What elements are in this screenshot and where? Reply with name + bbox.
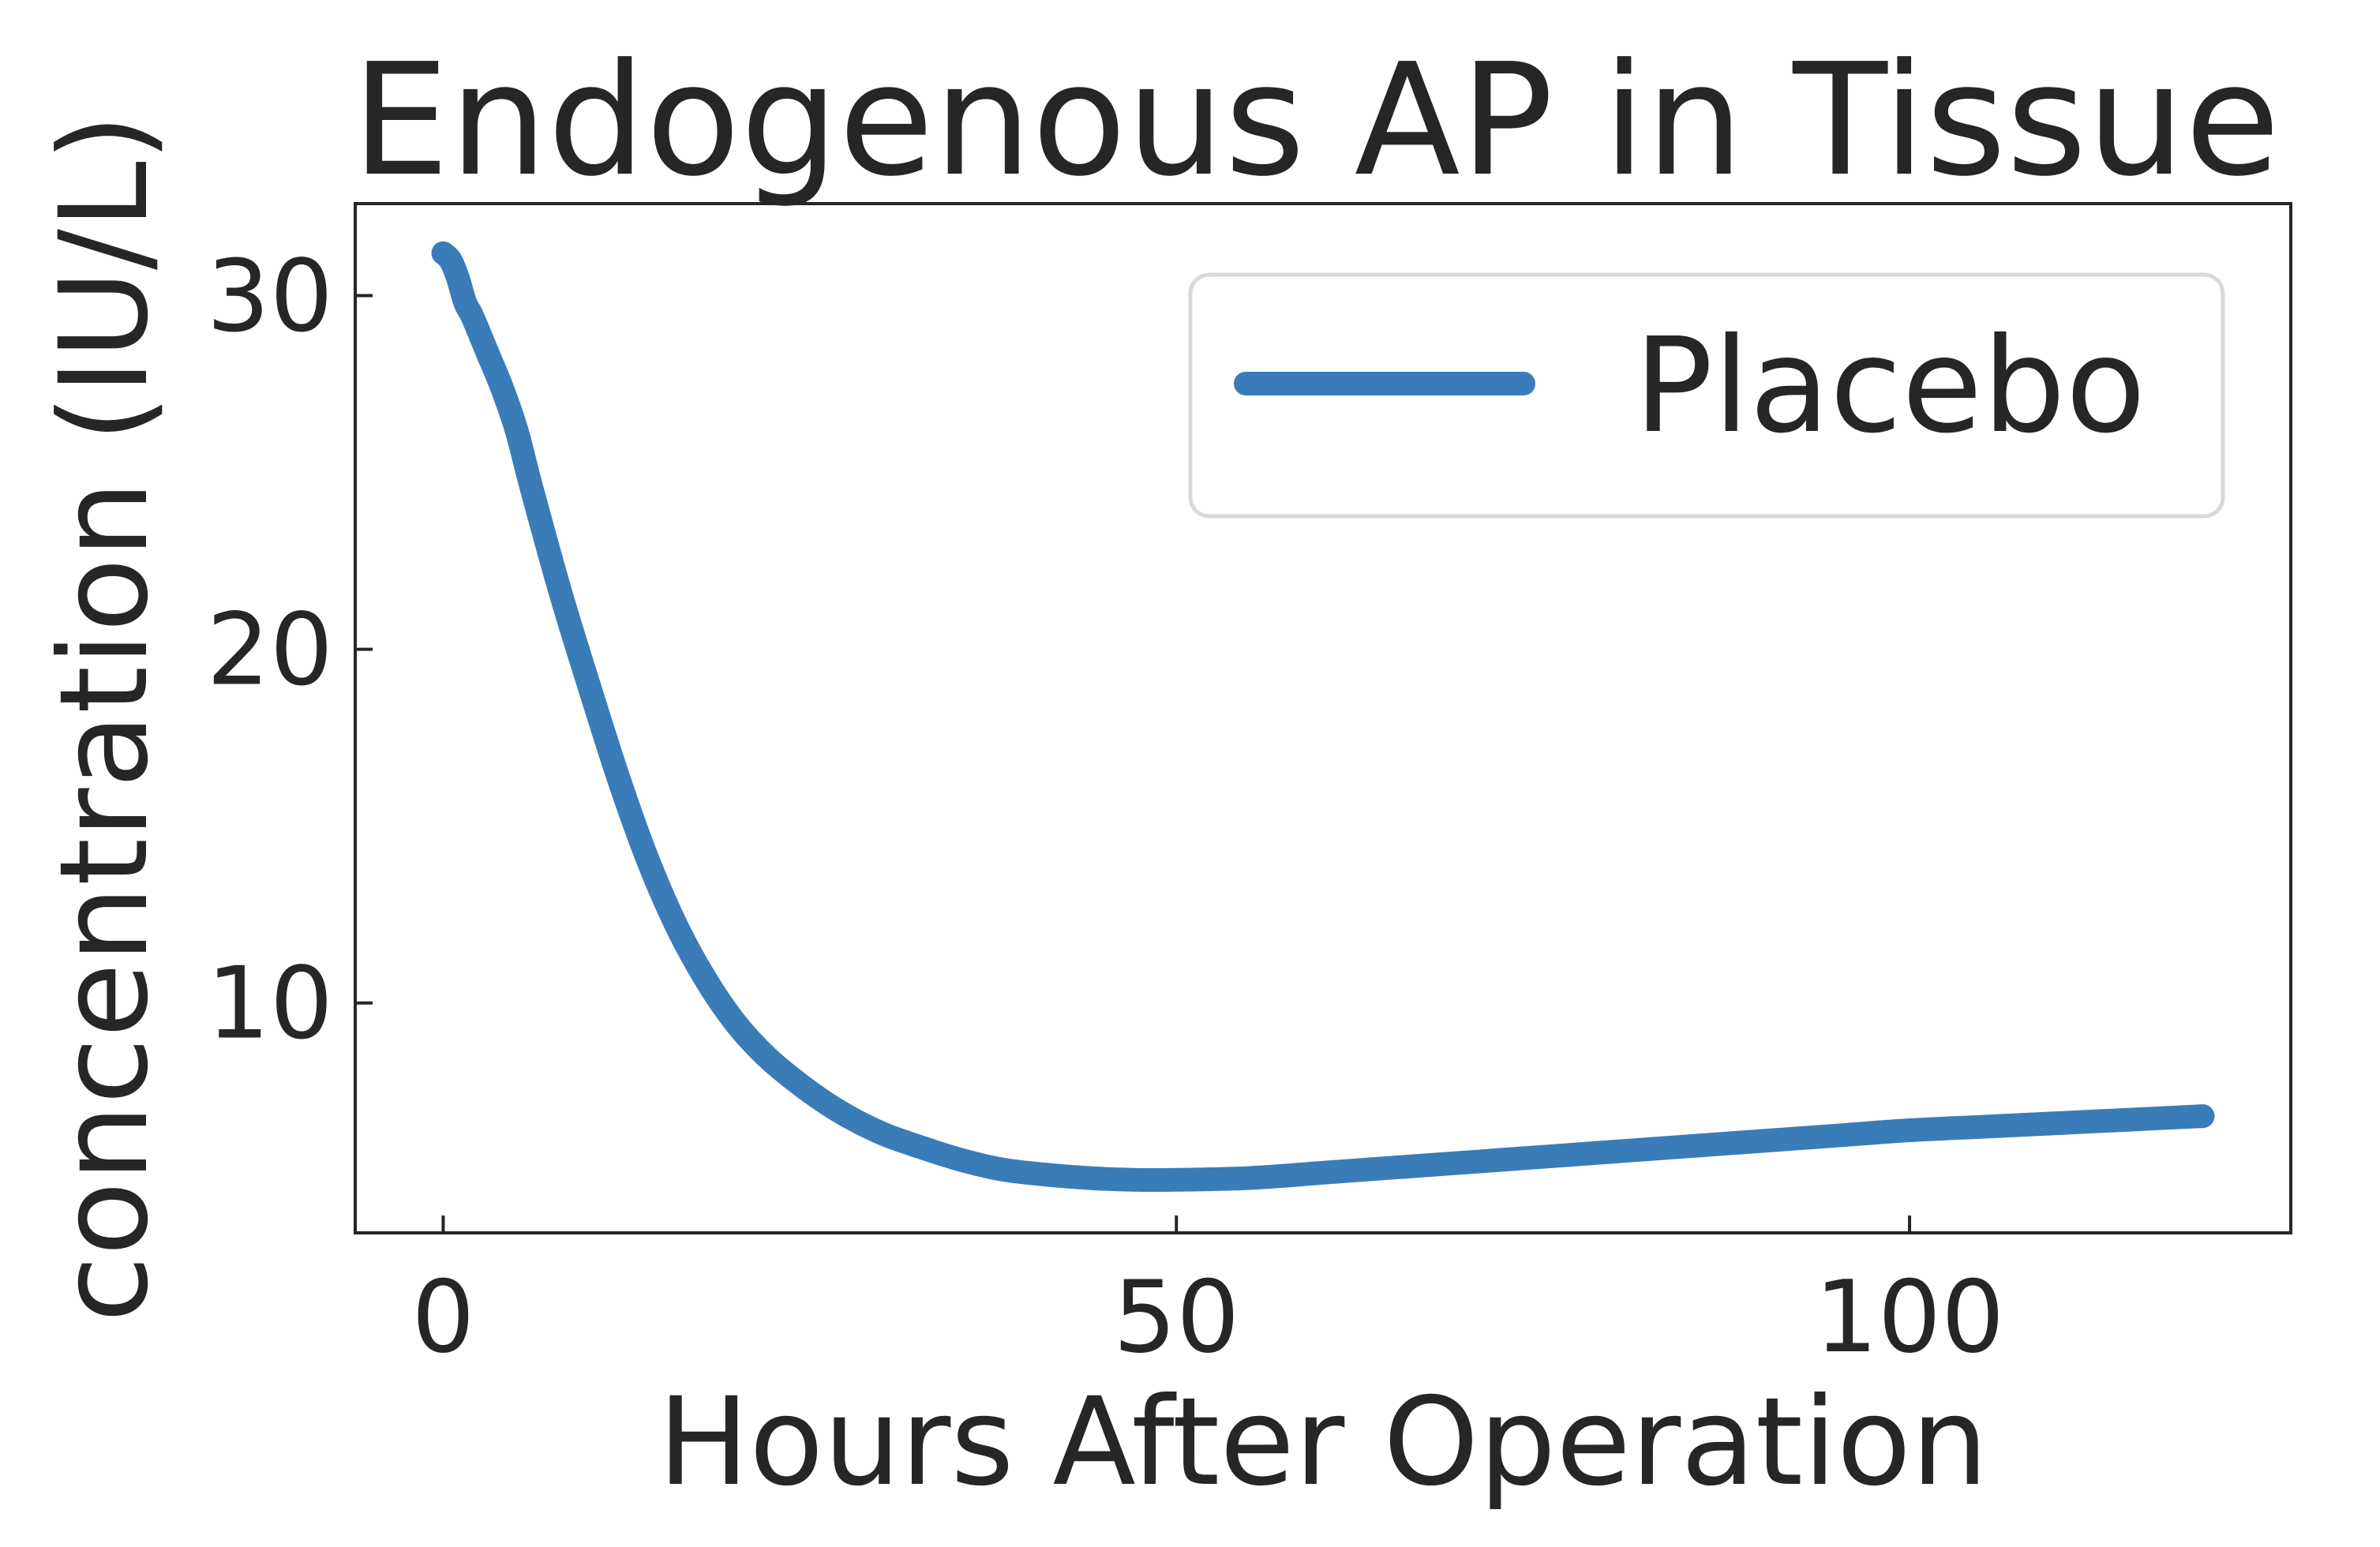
y-axis-ticks: 10 20 30: [207, 238, 373, 1062]
chart-title: Endogenous AP in Tissue: [352, 31, 2281, 211]
y-tick-label: 30: [207, 238, 333, 354]
legend-label-placebo: Placebo: [1634, 310, 2146, 463]
legend-box: [1188, 272, 2225, 519]
plot-area: [354, 202, 2292, 1234]
x-tick-label: 50: [1113, 1259, 1239, 1375]
x-tick-label: 0: [411, 1259, 474, 1375]
y-axis-title: concentration (IU/L): [34, 114, 175, 1323]
x-axis-title: Hours After Operation: [658, 1372, 1988, 1513]
y-tick-label: 20: [207, 592, 333, 708]
plot-frame: [354, 202, 2292, 1234]
x-tick-label: 100: [1815, 1259, 2005, 1375]
y-tick-label: 10: [207, 946, 333, 1062]
legend: Placebo: [1188, 272, 2225, 519]
series-layer: [431, 241, 2215, 1193]
series-line-placebo: [431, 241, 2215, 1193]
x-axis-ticks: 0 50 100: [411, 1216, 2004, 1375]
